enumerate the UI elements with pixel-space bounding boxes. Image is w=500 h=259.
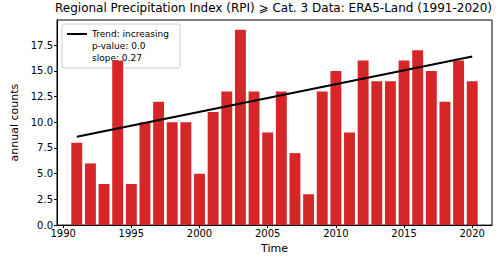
svg-text:2.5: 2.5 bbox=[37, 194, 53, 205]
svg-text:5.0: 5.0 bbox=[37, 168, 53, 179]
svg-text:2005: 2005 bbox=[255, 228, 280, 239]
svg-text:1995: 1995 bbox=[119, 228, 144, 239]
svg-text:15.0: 15.0 bbox=[31, 65, 53, 76]
svg-text:2020: 2020 bbox=[460, 228, 485, 239]
svg-text:2000: 2000 bbox=[187, 228, 212, 239]
svg-text:Trend: increasing: Trend: increasing bbox=[91, 29, 169, 39]
svg-text:Regional Precipitation Index (: Regional Precipitation Index (RPI) ⩾ Cat… bbox=[55, 1, 308, 15]
svg-text:annual counts: annual counts bbox=[8, 83, 21, 161]
svg-text:Data: ERA5-Land (1991-2020): Data: ERA5-Land (1991-2020) bbox=[312, 1, 492, 15]
svg-text:10.0: 10.0 bbox=[31, 117, 53, 128]
svg-text:slope: 0.27: slope: 0.27 bbox=[92, 53, 142, 63]
svg-text:12.5: 12.5 bbox=[31, 91, 53, 102]
svg-text:17.5: 17.5 bbox=[31, 40, 53, 51]
svg-text:0.0: 0.0 bbox=[37, 219, 53, 231]
svg-text:2010: 2010 bbox=[323, 228, 348, 239]
svg-text:1990: 1990 bbox=[50, 228, 75, 239]
svg-text:Time: Time bbox=[260, 242, 288, 255]
svg-text:7.5: 7.5 bbox=[37, 142, 53, 153]
svg-text:p-value: 0.0: p-value: 0.0 bbox=[92, 41, 146, 51]
svg-text:2015: 2015 bbox=[391, 228, 416, 239]
